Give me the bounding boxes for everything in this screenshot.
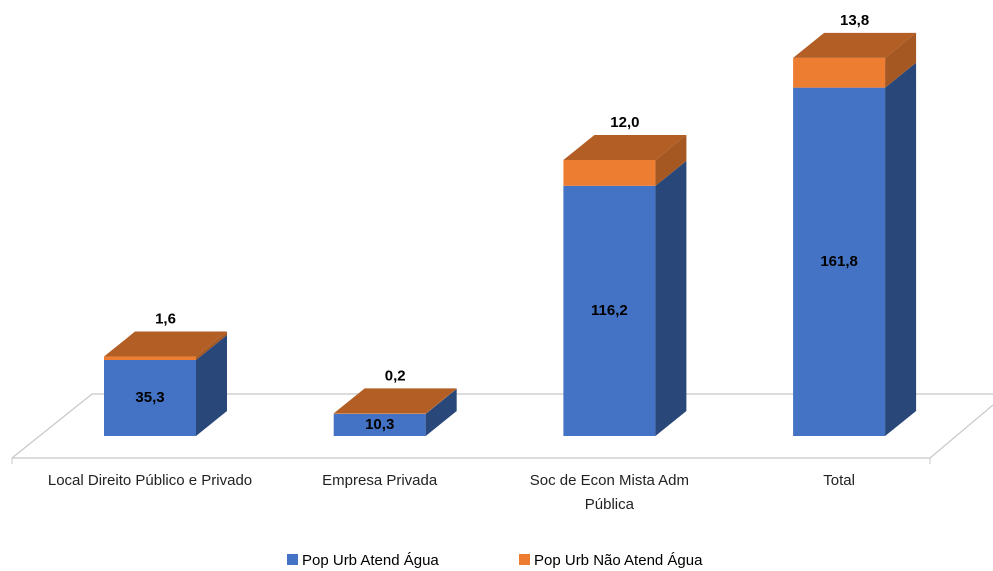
bar-side bbox=[885, 32, 917, 88]
legend-swatch bbox=[287, 554, 298, 565]
value-label: 35,3 bbox=[135, 389, 164, 406]
value-label: 12,0 bbox=[610, 114, 639, 131]
legend-swatch bbox=[519, 554, 530, 565]
bar-top bbox=[793, 32, 917, 58]
legend-label: Pop Urb Atend Água bbox=[302, 552, 439, 569]
value-label: 10,3 bbox=[365, 416, 394, 433]
x-tick-label: Soc de Econ Mista Adm Pública bbox=[529, 472, 690, 513]
value-label: 0,2 bbox=[385, 367, 406, 384]
bar-top bbox=[104, 331, 227, 357]
value-label: 161,8 bbox=[820, 253, 858, 270]
bar-front bbox=[563, 159, 656, 186]
bar-side bbox=[655, 160, 687, 436]
floor-back bbox=[11, 393, 993, 459]
bar-top bbox=[333, 388, 457, 414]
bar-front bbox=[793, 57, 886, 88]
x-tick-label: Empresa Privada bbox=[322, 472, 438, 489]
bar-front bbox=[104, 356, 196, 360]
bar-front bbox=[333, 413, 426, 436]
legend-label: Pop Urb Não Atend Água bbox=[534, 552, 703, 569]
bar-side bbox=[885, 62, 917, 437]
bar-side bbox=[425, 388, 457, 436]
bar-front bbox=[793, 87, 886, 437]
bar-side bbox=[196, 331, 227, 360]
bar-top bbox=[563, 134, 687, 160]
x-tick-label: Total bbox=[823, 472, 855, 489]
value-label: 13,8 bbox=[840, 12, 869, 29]
value-label: 116,2 bbox=[591, 302, 628, 319]
bar-front bbox=[563, 185, 656, 436]
bar-side bbox=[196, 334, 227, 436]
bar-front bbox=[104, 359, 196, 436]
value-label: 1,6 bbox=[155, 311, 176, 328]
bar-side bbox=[425, 388, 457, 414]
x-tick-label: Local Direito Público e Privado bbox=[47, 472, 253, 489]
bar-side bbox=[655, 134, 687, 186]
